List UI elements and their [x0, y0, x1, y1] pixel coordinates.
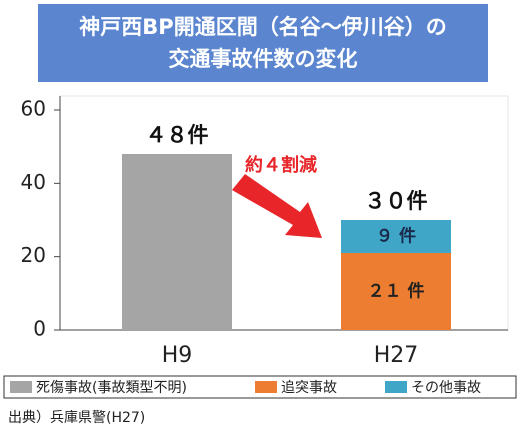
y-tick-label: 60 [21, 97, 46, 121]
legend-label: その他事故 [411, 380, 481, 396]
y-tick-label: 0 [33, 317, 46, 341]
arrow [232, 174, 322, 238]
title-box [38, 4, 488, 82]
total-label: ３０件 [365, 189, 428, 213]
value-label: ２１ 件 [368, 281, 425, 302]
value-label: ９ 件 [376, 226, 416, 247]
annotation: 約４割減 [245, 154, 317, 176]
chart-title: 神戸西BP開通区間（名谷～伊川谷）の [79, 15, 446, 39]
y-tick-label: 40 [21, 170, 46, 194]
bar-segment [341, 220, 451, 253]
legend-swatch [10, 381, 32, 393]
bar-segment [122, 154, 232, 330]
legend-swatch [385, 381, 407, 393]
bar-segment [341, 253, 451, 330]
legend-box [3, 375, 517, 399]
source: 出典）兵庫県警(H27) [8, 409, 145, 426]
total-label: ４８件 [146, 123, 209, 147]
chart-title: 交通事故件数の変化 [169, 47, 358, 71]
legend-label: 死傷事故(事故類型不明) [36, 380, 187, 396]
legend-swatch [255, 381, 277, 393]
x-tick-label: H9 [162, 343, 193, 368]
y-tick-label: 20 [21, 243, 46, 267]
x-tick-label: H27 [374, 343, 419, 368]
legend-label: 追突事故 [281, 380, 337, 396]
